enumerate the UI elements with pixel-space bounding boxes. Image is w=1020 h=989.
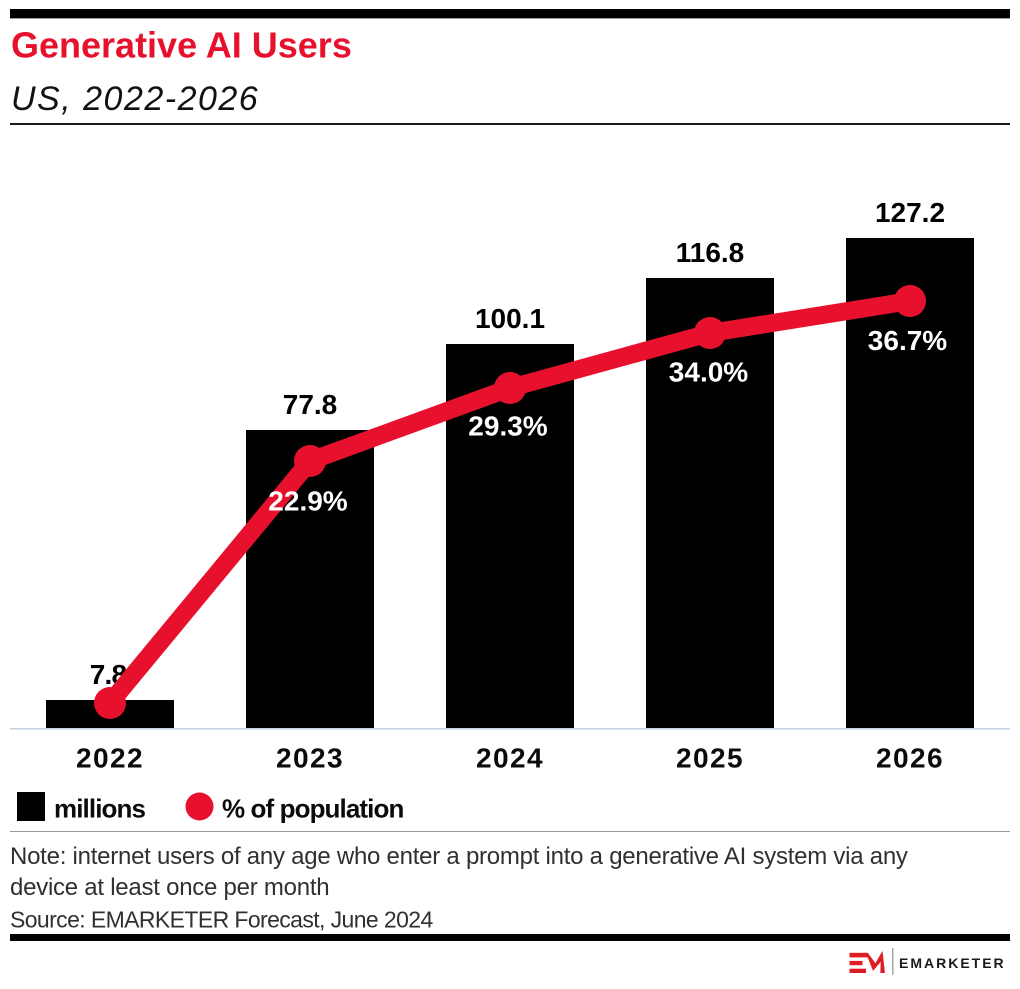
svg-text:device at least once per month: device at least once per month [10,874,329,901]
svg-text:29.3%: 29.3% [468,411,547,442]
svg-text:116.8: 116.8 [676,237,745,268]
svg-text:77.8: 77.8 [283,389,338,420]
svg-text:127.2: 127.2 [875,197,945,228]
svg-text:34.0%: 34.0% [669,357,748,388]
svg-text:2025: 2025 [676,743,744,774]
svg-text:2023: 2023 [276,743,344,774]
svg-text:2024: 2024 [476,743,544,774]
svg-text:2022: 2022 [76,743,144,774]
svg-text:% of population: % of population [222,794,403,824]
svg-text:Generative AI Users: Generative AI Users [11,25,352,66]
svg-text:US, 2022-2026: US, 2022-2026 [11,80,259,118]
svg-text:36.7%: 36.7% [868,325,947,356]
svg-text:Source: EMARKETER Forecast, Ju: Source: EMARKETER Forecast, June 2024 [10,907,433,933]
svg-text:EMARKETER: EMARKETER [899,955,1006,971]
svg-text:100.1: 100.1 [475,303,545,334]
svg-text:Note: internet users of any ag: Note: internet users of any age who ente… [10,843,908,870]
svg-text:2026: 2026 [876,743,944,774]
svg-text:millions: millions [54,794,145,824]
svg-text:22.9%: 22.9% [268,486,347,517]
